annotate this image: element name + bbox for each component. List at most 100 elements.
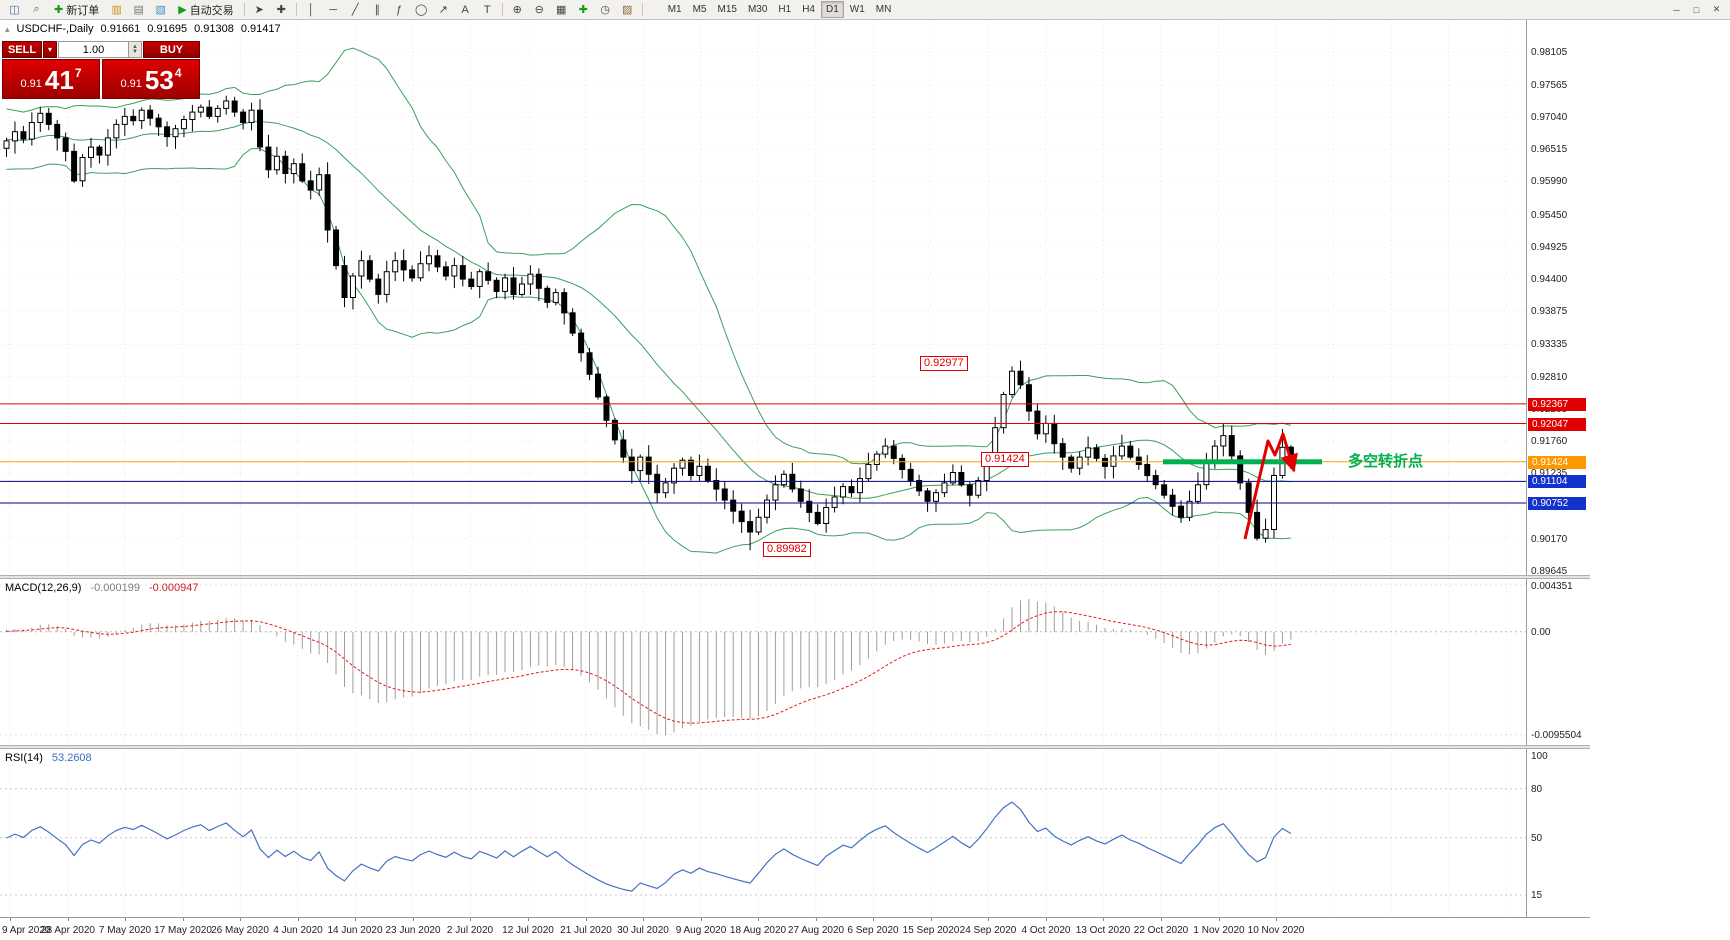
templates-icon[interactable]: ▨ [621, 4, 633, 16]
toolbar-separator [641, 3, 643, 16]
rsi-header: RSI(14) 53.2608 [5, 752, 92, 764]
trend-arrow[interactable] [1243, 432, 1298, 540]
date-tick [1276, 918, 1277, 921]
bid-price-box[interactable]: 0.91 41 7 [2, 59, 100, 99]
macd-axis-label: 0.004351 [1531, 581, 1573, 592]
date-tick [758, 918, 759, 921]
price-tag-0.91424: 0.91424 [1528, 456, 1586, 469]
text-icon[interactable]: A [461, 3, 469, 16]
volume-spinner[interactable]: ▲ ▼ [128, 42, 141, 57]
timeframe-mn[interactable]: MN [875, 4, 892, 15]
one-click-toggle-icon[interactable]: ▴ [5, 23, 10, 34]
macd-histogram [6, 599, 1292, 736]
panel-splitter[interactable] [0, 575, 1590, 579]
channel-icon[interactable]: ∥ [374, 4, 380, 16]
date-axis: 9 Apr 2020 28 Apr 2020 7 May 2020 17 May 20… [0, 917, 1590, 940]
navigator-icon[interactable]: ▧ [155, 4, 166, 16]
new-order-icon: ✚ [54, 4, 64, 16]
date-tick [1103, 918, 1104, 921]
date-label: 26 May 2020 [211, 925, 269, 936]
panel-splitter[interactable] [0, 745, 1590, 749]
macd-signal-value: -0.000947 [148, 582, 199, 594]
autotrading-button-label: 自动交易 [189, 4, 234, 17]
date-label: 15 Sep 2020 [902, 925, 960, 936]
volume-field[interactable]: 1.00 ▲ ▼ [58, 41, 142, 58]
symbol-period: USDCHF-,Daily [16, 23, 94, 35]
timeframe-h4[interactable]: H4 [802, 4, 815, 15]
shapes-icon[interactable]: ◯ [415, 4, 428, 16]
date-label: 1 Nov 2020 [1193, 925, 1245, 936]
timeframe-m5[interactable]: M5 [692, 4, 707, 15]
sell-dropdown-icon[interactable]: ▾ [43, 41, 57, 58]
rsi-value: 53.2608 [51, 752, 92, 764]
pivot-price-flag[interactable]: 0.91424 [981, 452, 1029, 467]
indicators-add-icon[interactable]: ✚ [578, 4, 588, 16]
chart-zoom-icon[interactable]: ⌕ [33, 3, 40, 15]
zoom-in-icon[interactable]: ⊕ [512, 4, 522, 16]
minimize-window-icon[interactable]: ─ [1673, 4, 1680, 15]
cursor-icon[interactable]: ➤ [254, 4, 264, 16]
date-tick [586, 918, 587, 921]
date-tick [816, 918, 817, 921]
volume-value[interactable]: 1.00 [82, 43, 105, 56]
date-label: 4 Jun 2020 [273, 925, 323, 936]
fibonacci-icon[interactable]: ƒ [396, 3, 403, 16]
timeframe-h1[interactable]: H1 [778, 4, 792, 15]
autotrading-icon: ▶ [178, 4, 187, 16]
spin-up-icon[interactable]: ▲ [132, 43, 138, 50]
market-watch-icon[interactable]: ▥ [111, 4, 122, 16]
date-tick [701, 918, 702, 921]
spin-down-icon[interactable]: ▼ [132, 48, 138, 55]
horizontal-line-icon[interactable]: ─ [329, 3, 338, 16]
date-tick [125, 918, 126, 921]
toolbar-separator [295, 3, 297, 16]
timeframe-m1[interactable]: M1 [667, 4, 682, 15]
zoom-out-icon[interactable]: ⊖ [534, 4, 544, 16]
sell-button[interactable]: SELL [2, 41, 42, 58]
timeframe-m30[interactable]: M30 [747, 4, 768, 15]
new-order-button[interactable]: ✚ 新订单 [48, 1, 105, 19]
bid-pipette: 7 [74, 66, 82, 80]
date-label: 14 Jun 2020 [327, 925, 383, 936]
buy-button[interactable]: BUY [143, 41, 200, 58]
ask-price-box[interactable]: 0.91 53 4 [102, 59, 200, 99]
swing-low-flag[interactable]: 0.89982 [763, 542, 811, 557]
toolbar-separator [501, 3, 503, 16]
candlestick-series [3, 95, 1294, 551]
tile-windows-icon[interactable]: ▦ [555, 4, 567, 16]
macd-axis-label: -0.0095504 [1531, 730, 1582, 741]
turning-point-line[interactable] [1163, 459, 1322, 465]
autotrading-button[interactable]: ▶ 自动交易 [172, 1, 239, 19]
date-label: 21 Jul 2020 [560, 925, 612, 936]
date-tick [1219, 918, 1220, 921]
date-label: 30 Jul 2020 [617, 925, 669, 936]
vertical-line-icon[interactable]: │ [307, 3, 315, 16]
bollinger-middle [6, 121, 1291, 499]
restore-window-icon[interactable]: □ [1693, 4, 1700, 15]
trendline-icon[interactable]: ╱ [351, 4, 359, 16]
ask-prefix: 0.91 [120, 78, 142, 90]
date-label: 10 Nov 2020 [1247, 925, 1305, 936]
price-axis: 0.98105 0.97565 0.97040 0.96515 0.95990 0.954… [1526, 20, 1590, 917]
rsi-label: RSI(14) [5, 752, 43, 764]
periods-icon[interactable]: ◷ [600, 4, 610, 16]
macd-axis-label: 0.00 [1531, 627, 1551, 638]
macd-panel: MACD(12,26,9) -0.000199 -0.000947 [0, 579, 1526, 745]
timeframe-w1[interactable]: W1 [849, 4, 865, 15]
timeframe-d1[interactable]: D1 [821, 1, 844, 18]
price-tick: 0.95450 [1531, 210, 1568, 221]
date-label: 22 Oct 2020 [1133, 925, 1189, 936]
new-chart-icon[interactable]: ◫ [9, 4, 20, 16]
data-window-icon[interactable]: ▤ [133, 4, 144, 16]
text-label-icon[interactable]: T [483, 3, 491, 16]
swing-high-flag[interactable]: 0.92977 [920, 356, 968, 371]
crosshair-icon[interactable]: ✚ [276, 4, 286, 16]
timeframe-m15[interactable]: M15 [717, 4, 737, 15]
arrows-icon[interactable]: ↗ [438, 4, 448, 16]
date-tick [931, 918, 932, 921]
bollinger-lower [6, 148, 1291, 554]
date-label: 24 Sep 2020 [959, 925, 1017, 936]
close-window-icon[interactable]: ✕ [1712, 4, 1721, 14]
turning-point-text[interactable]: 多空转折点 [1348, 453, 1424, 470]
